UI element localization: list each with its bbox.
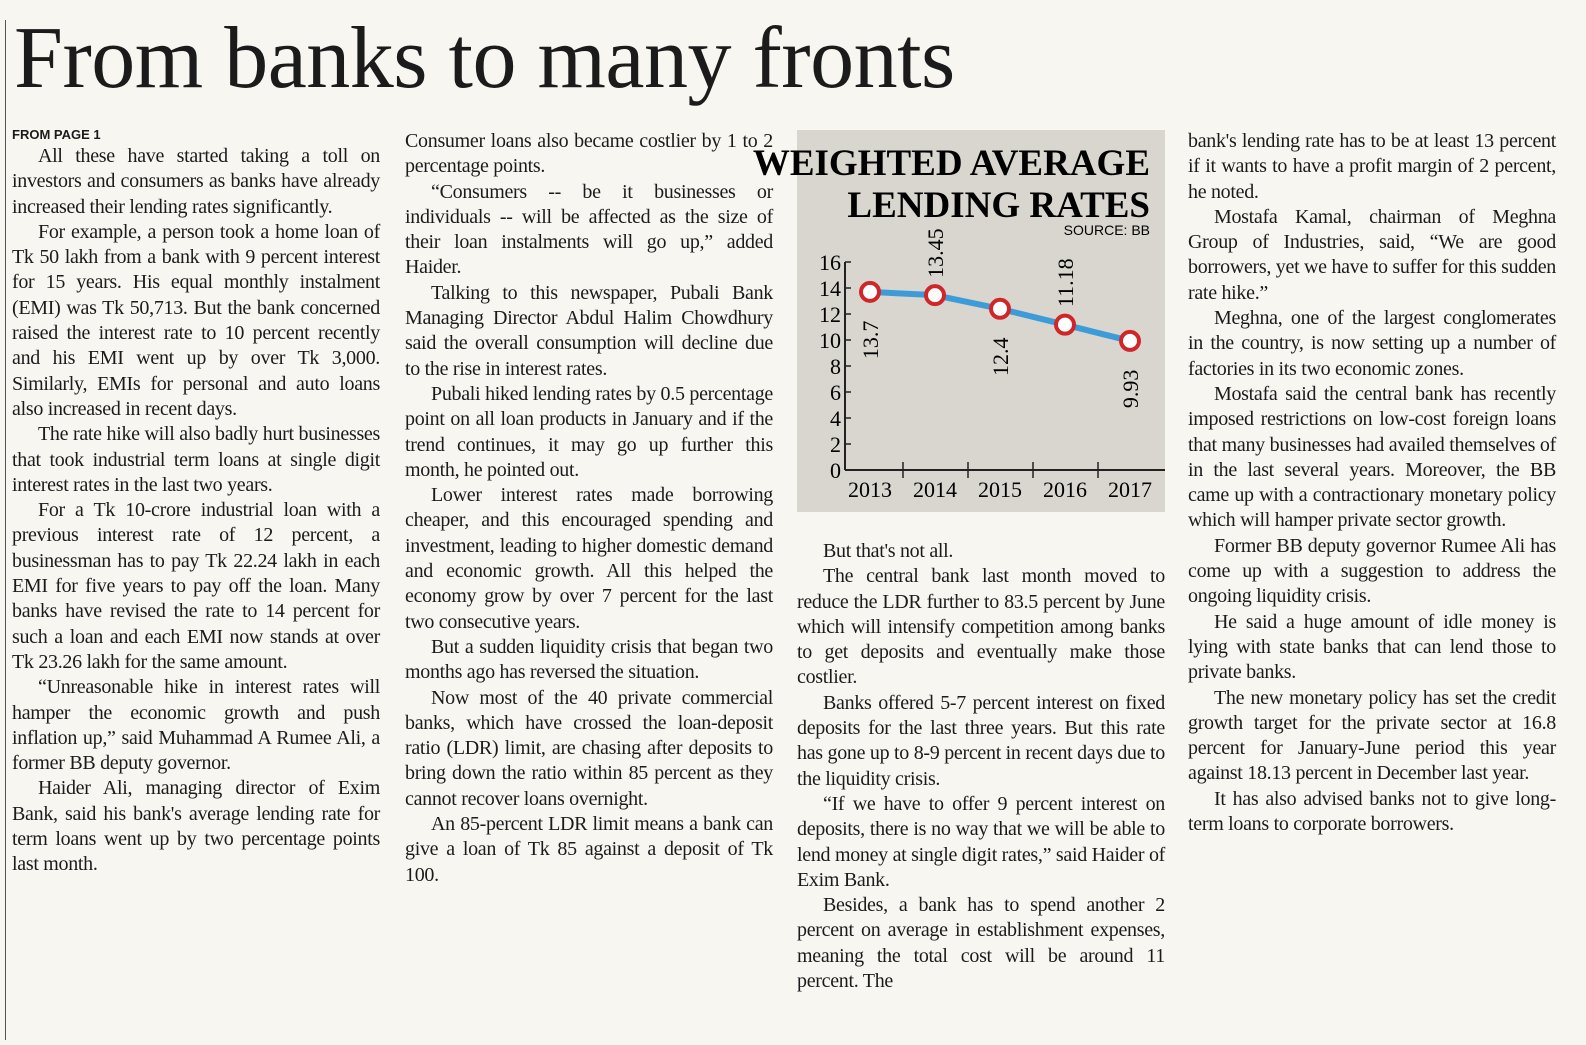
y-tick-label: 0 [830, 458, 841, 483]
paragraph: The new monetary policy has set the cred… [1188, 686, 1556, 785]
paragraph: It has also advised banks not to give lo… [1188, 787, 1556, 836]
x-tick-label: 2013 [848, 477, 892, 502]
data-label: 12.4 [988, 338, 1013, 377]
x-tick-label: 2017 [1108, 477, 1152, 502]
paragraph: For a Tk 10-crore industrial loan with a… [12, 499, 380, 673]
paragraph: Former BB deputy governor Rumee Ali has … [1188, 534, 1556, 608]
paragraph: The central bank last month moved to red… [797, 565, 1165, 689]
y-tick-label: 14 [819, 276, 841, 301]
y-tick-label: 6 [830, 380, 841, 405]
data-label: 11.18 [1053, 258, 1078, 307]
paragraph: “Consumers -- be it businesses or indivi… [405, 180, 773, 279]
chart-source: SOURCE: BB [1064, 222, 1150, 238]
paragraph: “Unreasonable hike in interest rates wil… [12, 676, 380, 775]
paragraph: The rate hike will also badly hurt busin… [12, 423, 380, 496]
paragraph: But that's not all. [823, 540, 954, 562]
paragraph: Now most of the 40 private commercial ba… [405, 686, 773, 810]
y-tick-label: 16 [819, 250, 841, 275]
data-label: 13.45 [923, 228, 948, 278]
marker [989, 297, 1011, 320]
paragraph: Mostafa Kamal, chairman of Meghna Group … [1188, 205, 1556, 304]
paragraph: Meghna, one of the largest conglomerates… [1188, 307, 1556, 380]
paragraph: Haider Ali, managing director of Exim Ba… [12, 777, 380, 876]
paragraph: All these have started taking a toll on … [12, 145, 380, 218]
y-tick-label: 2 [830, 432, 841, 457]
paragraph: But a sudden liquidity crisis that began… [405, 635, 773, 684]
x-tick-label: 2015 [978, 477, 1022, 502]
data-label: 9.93 [1118, 370, 1143, 409]
chart-title: LENDING RATES [847, 185, 1150, 226]
column: Consumer loans also became costlier by 1… [405, 129, 773, 888]
y-tick-label: 4 [830, 406, 841, 431]
paragraph: bank's lending rate has to be at least 1… [1188, 130, 1556, 203]
paragraph: “If we have to offer 9 percent interest … [797, 792, 1165, 891]
chart: WEIGHTED AVERAGE LENDING RATES SOURCE: B… [753, 130, 1165, 512]
column: FROM PAGE 1 All these have started takin… [12, 126, 380, 878]
y-tick-label: 8 [830, 354, 841, 379]
kicker: FROM PAGE 1 [12, 127, 101, 142]
paragraph: For example, a person took a home loan o… [12, 220, 380, 420]
paragraph: Talking to this newspaper, Pubali Bank M… [405, 281, 773, 380]
marker [1119, 329, 1141, 352]
y-tick-label: 10 [819, 328, 841, 353]
paragraph: Lower interest rates made borrowing chea… [405, 484, 773, 633]
marker [924, 284, 946, 307]
paragraph: Consumer loans also became costlier by 1… [405, 130, 773, 178]
marker [859, 280, 881, 303]
column-rule [5, 20, 6, 1040]
paragraph: Besides, a bank has to spend another 2 p… [797, 894, 1165, 993]
y-tick-label: 12 [819, 302, 841, 327]
x-tick-label: 2016 [1043, 477, 1087, 502]
chart-title: WEIGHTED AVERAGE [753, 143, 1150, 184]
chart-background [797, 130, 1165, 512]
paragraph: He said a huge amount of idle money is l… [1188, 610, 1556, 684]
paragraph: An 85-percent LDR limit means a bank can… [405, 813, 773, 886]
column: bank's lending rate has to be at least 1… [1188, 129, 1556, 837]
x-tick-label: 2014 [913, 477, 957, 502]
headline: From banks to many fronts [14, 10, 955, 107]
data-label: 13.7 [858, 321, 883, 360]
paragraph: Banks offered 5-7 percent interest on fi… [797, 691, 1165, 790]
paragraph: Mostafa said the central bank has recent… [1188, 382, 1556, 532]
paragraph: Pubali hiked lending rates by 0.5 percen… [405, 382, 773, 481]
column: But that's not all. The central bank last… [797, 539, 1165, 994]
marker [1054, 313, 1076, 336]
